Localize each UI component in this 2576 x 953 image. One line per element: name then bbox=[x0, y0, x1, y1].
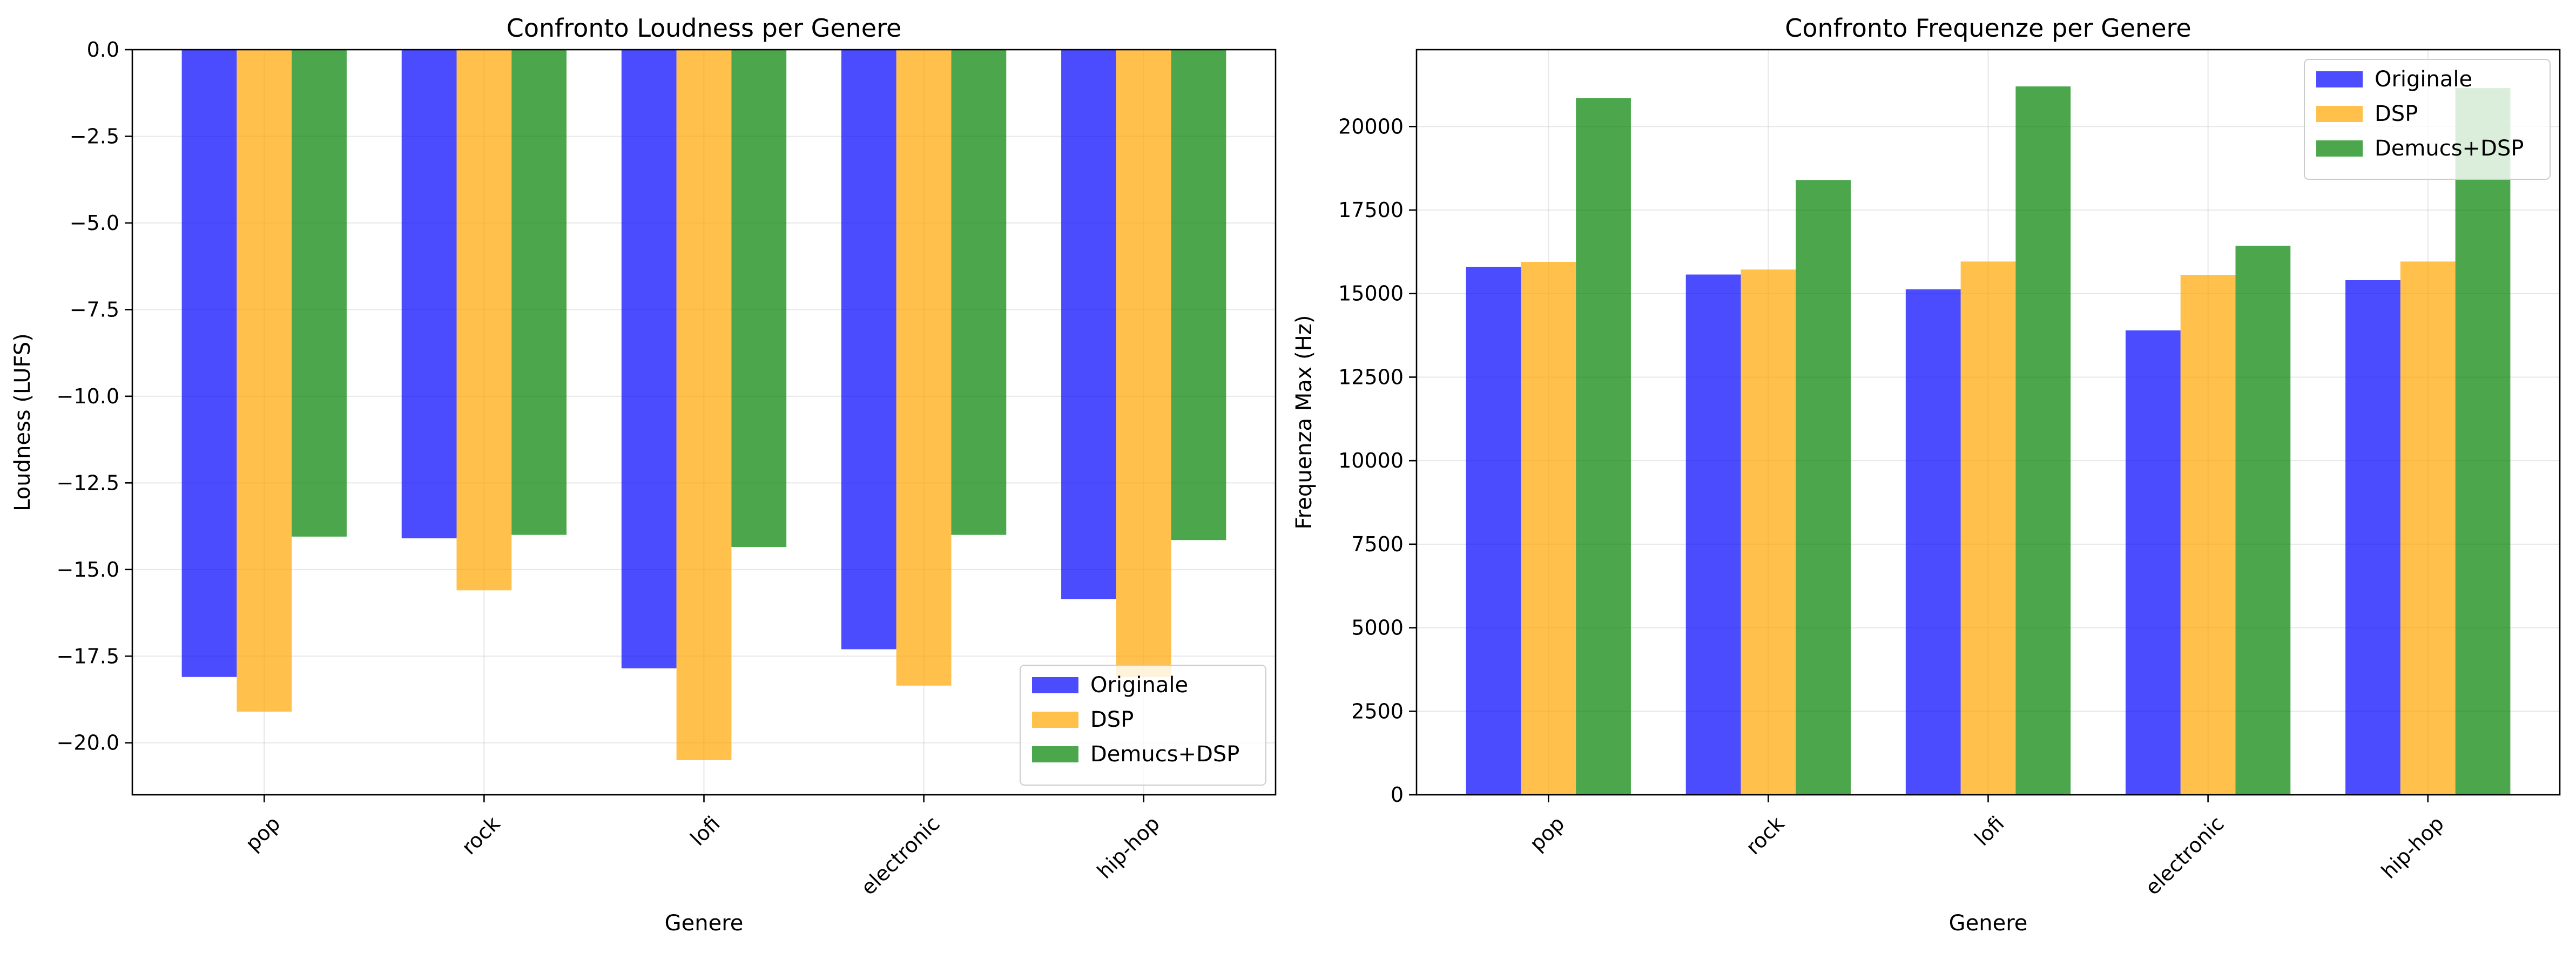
loudness-y-tick-label: −12.5 bbox=[57, 471, 119, 495]
loudness-bar-originale-pop bbox=[181, 50, 237, 677]
loudness-y-tick-label: −17.5 bbox=[57, 644, 119, 668]
frequency-y-tick-label: 2500 bbox=[1351, 699, 1404, 723]
loudness-x-tick-label: pop bbox=[241, 812, 285, 856]
frequency-y-tick-label: 5000 bbox=[1351, 616, 1404, 640]
loudness-bar-demucs-dsp-rock bbox=[511, 50, 567, 535]
loudness-bar-originale-electronic bbox=[841, 50, 896, 650]
frequency-bar-originale-electronic bbox=[2125, 330, 2181, 795]
loudness-legend-label: DSP bbox=[1090, 707, 1134, 732]
loudness-x-axis-label: Genere bbox=[665, 911, 744, 936]
frequency-x-tick-label: electronic bbox=[2141, 812, 2229, 900]
loudness-legend-swatch bbox=[1032, 677, 1078, 693]
frequency-bar-demucs-dsp-electronic bbox=[2235, 246, 2291, 795]
loudness-legend-label: Demucs+DSP bbox=[1090, 742, 1239, 767]
loudness-x-ticks: pop rock lofi electronic hip-hop bbox=[241, 795, 1164, 900]
frequency-bar-demucs-dsp-pop bbox=[1576, 98, 1631, 795]
loudness-y-axis-label: Loudness (LUFS) bbox=[10, 333, 35, 511]
loudness-x-tick-label: lofi bbox=[686, 812, 725, 850]
frequency-bar-dsp-rock bbox=[1741, 269, 1796, 795]
frequency-x-tick-label: rock bbox=[1741, 812, 1789, 859]
loudness-bar-demucs-dsp-pop bbox=[292, 50, 347, 537]
frequency-chart-title: Confronto Frequenze per Genere bbox=[1785, 13, 2191, 43]
loudness-bar-dsp-rock bbox=[456, 50, 512, 591]
loudness-x-tick-label: rock bbox=[457, 812, 504, 859]
frequency-legend-label: Demucs+DSP bbox=[2375, 136, 2524, 161]
frequency-bars bbox=[1466, 86, 2511, 795]
frequency-legend: Originale DSP Demucs+DSP bbox=[2304, 59, 2551, 180]
frequency-bar-dsp-hip-hop bbox=[2400, 261, 2456, 795]
loudness-y-tick-label: −10.0 bbox=[57, 384, 119, 408]
loudness-legend-label: Originale bbox=[1090, 673, 1188, 698]
frequency-chart: 0 2500 5000 7500 10000 12500 15000 17500 20000 p… bbox=[1292, 13, 2561, 936]
loudness-legend-swatch bbox=[1032, 712, 1078, 728]
frequency-bar-originale-rock bbox=[1685, 274, 1741, 795]
frequency-y-tick-label: 20000 bbox=[1338, 114, 1404, 138]
frequency-bar-dsp-lofi bbox=[1960, 261, 2016, 795]
loudness-x-tick-label: hip-hop bbox=[1093, 812, 1164, 883]
loudness-bar-dsp-hip-hop bbox=[1116, 50, 1171, 677]
loudness-y-tick-label: −5.0 bbox=[70, 211, 119, 235]
frequency-bar-originale-lofi bbox=[1905, 289, 1961, 795]
loudness-bar-dsp-lofi bbox=[676, 50, 732, 760]
frequency-y-tick-label: 15000 bbox=[1338, 282, 1404, 306]
frequency-x-ticks: pop rock lofi electronic hip-hop bbox=[1525, 795, 2449, 900]
frequency-legend-swatch bbox=[2316, 140, 2363, 157]
loudness-bar-demucs-dsp-lofi bbox=[731, 50, 787, 548]
loudness-bars bbox=[181, 50, 1226, 760]
frequency-bar-dsp-electronic bbox=[2180, 275, 2236, 795]
loudness-bar-originale-lofi bbox=[621, 50, 677, 668]
loudness-bar-originale-rock bbox=[401, 50, 457, 539]
loudness-bar-demucs-dsp-electronic bbox=[951, 50, 1007, 535]
loudness-y-tick-label: −20.0 bbox=[57, 731, 119, 755]
frequency-y-tick-label: 7500 bbox=[1351, 532, 1404, 556]
frequency-x-tick-label: lofi bbox=[1970, 812, 2009, 850]
frequency-x-tick-label: pop bbox=[1525, 812, 1569, 856]
frequency-y-tick-label: 17500 bbox=[1338, 198, 1404, 222]
loudness-bar-dsp-electronic bbox=[896, 50, 952, 686]
loudness-y-tick-label: −2.5 bbox=[70, 124, 119, 148]
loudness-chart-title: Confronto Loudness per Genere bbox=[507, 13, 902, 43]
frequency-legend-swatch bbox=[2316, 106, 2363, 122]
frequency-y-tick-label: 0 bbox=[1391, 783, 1404, 807]
loudness-legend: Originale DSP Demucs+DSP bbox=[1020, 665, 1266, 786]
frequency-bar-dsp-pop bbox=[1521, 261, 1576, 795]
frequency-legend-label: DSP bbox=[2375, 102, 2418, 126]
loudness-legend-box bbox=[1020, 665, 1266, 786]
loudness-x-tick-label: electronic bbox=[857, 812, 945, 900]
loudness-bar-originale-hip-hop bbox=[1061, 50, 1116, 599]
loudness-y-tick-label: −7.5 bbox=[70, 298, 119, 321]
frequency-y-axis-label: Frequenza Max (Hz) bbox=[1292, 315, 1317, 530]
frequency-legend-box bbox=[2304, 59, 2551, 180]
frequency-bar-originale-pop bbox=[1466, 267, 1521, 795]
loudness-bar-demucs-dsp-hip-hop bbox=[1171, 50, 1226, 540]
frequency-bar-demucs-dsp-hip-hop bbox=[2455, 88, 2511, 795]
frequency-bar-demucs-dsp-rock bbox=[1796, 180, 1851, 795]
loudness-y-ticks: 0.0 −2.5 −5.0 −7.5 −10.0 −12.5 −15.0 −17.5 −20.0 bbox=[57, 38, 132, 755]
loudness-y-tick-label: −15.0 bbox=[57, 558, 119, 582]
loudness-chart: 0.0 −2.5 −5.0 −7.5 −10.0 −12.5 −15.0 −17.5 −20.0… bbox=[10, 13, 1277, 936]
frequency-y-tick-label: 12500 bbox=[1338, 365, 1404, 389]
loudness-legend-swatch bbox=[1032, 746, 1078, 762]
frequency-legend-label: Originale bbox=[2375, 67, 2472, 92]
frequency-bar-demucs-dsp-lofi bbox=[2015, 86, 2071, 795]
frequency-x-tick-label: hip-hop bbox=[2377, 812, 2449, 883]
frequency-bar-originale-hip-hop bbox=[2345, 280, 2400, 795]
loudness-y-tick-label: 0.0 bbox=[87, 38, 119, 62]
loudness-bar-dsp-pop bbox=[237, 50, 292, 712]
frequency-x-axis-label: Genere bbox=[1949, 911, 2028, 936]
frequency-y-ticks: 0 2500 5000 7500 10000 12500 15000 17500 20000 bbox=[1338, 114, 1417, 807]
frequency-y-tick-label: 10000 bbox=[1338, 449, 1404, 472]
frequency-legend-swatch bbox=[2316, 71, 2363, 87]
